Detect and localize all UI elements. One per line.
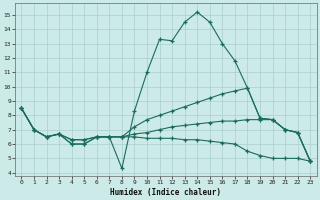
X-axis label: Humidex (Indice chaleur): Humidex (Indice chaleur) bbox=[110, 188, 221, 197]
